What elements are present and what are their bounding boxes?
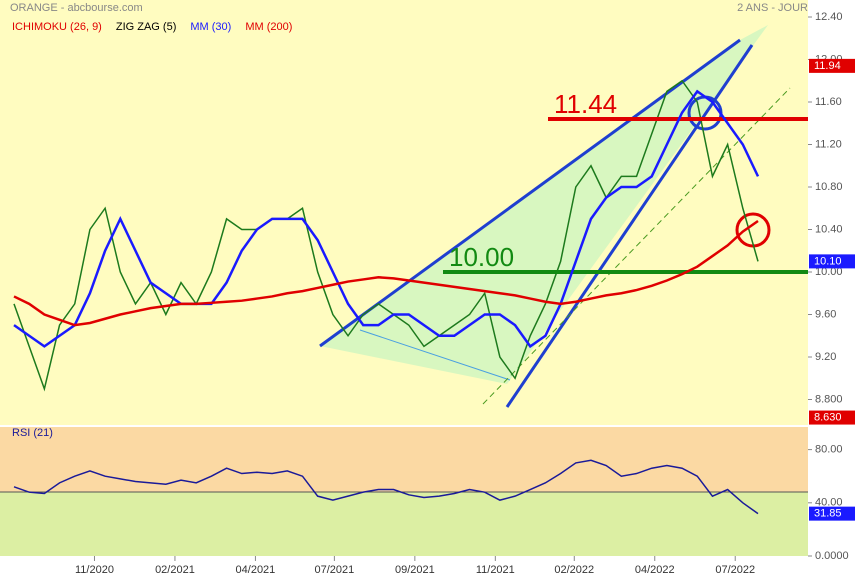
- y-tick-label: 9.60: [815, 308, 836, 320]
- series-line: [13, 459, 759, 515]
- legend-entry: MM (30): [190, 21, 231, 33]
- y-tick-label: 11.60: [815, 96, 842, 108]
- trend-line: [505, 44, 754, 408]
- level-label: 10.00: [449, 242, 514, 272]
- y-tick-label: 80.00: [815, 444, 843, 456]
- price-line: [13, 79, 759, 392]
- price-tag: [809, 254, 855, 269]
- x-tick-label: 11/2021: [476, 564, 515, 576]
- channel-line: [482, 87, 791, 405]
- x-tick-label: 11/2020: [75, 564, 114, 576]
- x-tick-label: 09/2021: [395, 564, 435, 576]
- price-tag-label: 10.10: [814, 255, 842, 267]
- price-tag-label: 11.94: [814, 60, 841, 72]
- legend-entry: ICHIMOKU (26, 9): [12, 21, 102, 33]
- y-tick-label: 8.800: [815, 393, 843, 405]
- series-line: [13, 219, 759, 327]
- y-tick-label: 40.00: [815, 497, 843, 509]
- series-line: [13, 89, 760, 349]
- y-tick-label: 11.20: [815, 138, 842, 150]
- price-tag: [809, 410, 855, 425]
- legend-entry: RSI (21): [12, 427, 53, 439]
- x-tick-label: 07/2021: [314, 564, 354, 576]
- price-tag-label: 31.85: [814, 508, 842, 520]
- rsi-oversold-zone: [0, 492, 808, 556]
- x-tick-label: 07/2022: [715, 564, 755, 576]
- trend-line: [359, 329, 511, 381]
- y-tick-label: 12.40: [815, 11, 843, 23]
- y-tick-label: 10.00: [815, 266, 843, 278]
- price-tag: [809, 506, 855, 521]
- y-tick-label: 0.0000: [815, 550, 849, 562]
- x-tick-label: 04/2022: [635, 564, 675, 576]
- y-tick-label: 10.40: [815, 223, 843, 235]
- chart-title: ORANGE - abcbourse.com: [10, 2, 143, 14]
- chart-subtitle: 2 ANS - JOUR: [737, 2, 808, 14]
- trend-line: [319, 38, 741, 348]
- legend-entry: MM (200): [245, 21, 292, 33]
- wedge-fill: [320, 25, 768, 384]
- rsi-overbought-zone: [0, 427, 808, 492]
- price-tag-label: 8.630: [814, 411, 842, 423]
- x-tick-label: 04/2021: [236, 564, 276, 576]
- y-tick-label: 9.20: [815, 351, 836, 363]
- y-tick-label: 10.80: [815, 181, 843, 193]
- x-tick-label: 02/2021: [155, 564, 195, 576]
- level-label: 11.44: [554, 89, 617, 119]
- x-tick-label: 02/2022: [554, 564, 594, 576]
- legend-entry: ZIG ZAG (5): [116, 21, 177, 33]
- price-tag: [809, 58, 855, 73]
